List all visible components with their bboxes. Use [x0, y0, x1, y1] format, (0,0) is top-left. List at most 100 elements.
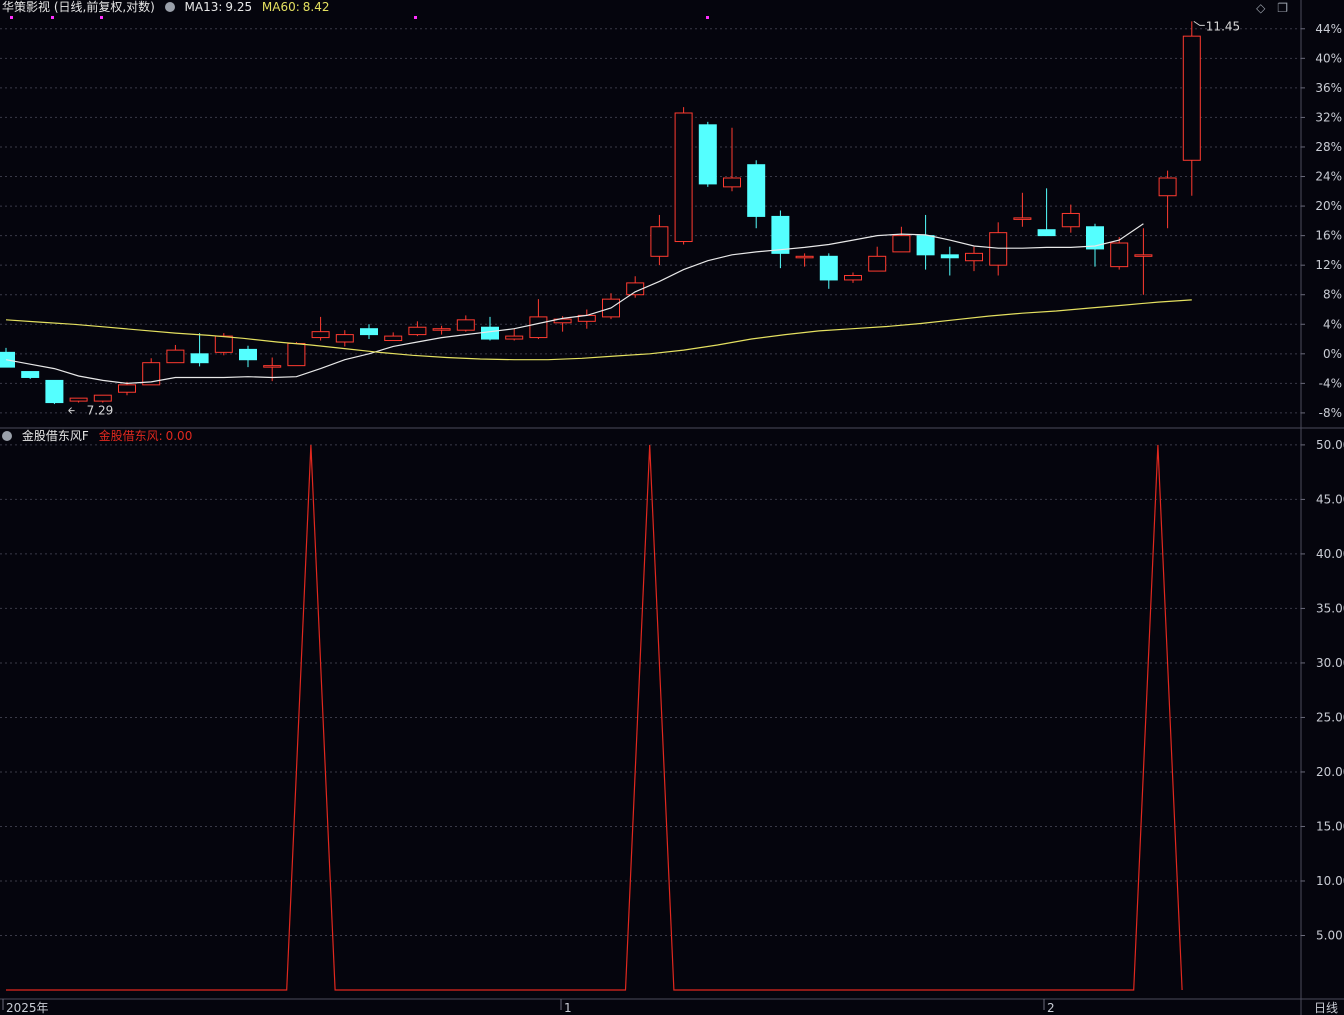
indicator-tick-label: 25.00: [1316, 710, 1344, 724]
low-marker-arrow: [68, 407, 75, 414]
indicator-tick-label: 10.00: [1316, 874, 1344, 888]
price-tick-label: 12%: [1315, 258, 1342, 272]
candle[interactable]: [1182, 35, 1201, 161]
indicator-tick-label: 35.00: [1316, 601, 1344, 615]
price-tick-label: 32%: [1315, 110, 1342, 124]
candle[interactable]: [868, 255, 887, 272]
period-label[interactable]: 日线: [1314, 1001, 1338, 1015]
candle[interactable]: [698, 124, 717, 185]
candle[interactable]: [214, 335, 233, 353]
candle[interactable]: [819, 255, 838, 281]
candle[interactable]: [239, 348, 257, 361]
candle[interactable]: [335, 334, 354, 343]
candle[interactable]: [166, 349, 185, 364]
indicator-tick-label: 45.00: [1316, 492, 1344, 506]
ma13-value: 9.25: [225, 0, 253, 14]
price-tick-label: 36%: [1315, 81, 1342, 95]
chart-mode: (日线,前复权,对数): [53, 0, 155, 14]
candle[interactable]: [311, 331, 330, 339]
candle[interactable]: [1061, 212, 1080, 228]
candle[interactable]: [505, 335, 524, 340]
restore-icon[interactable]: ❐: [1277, 1, 1288, 15]
moving-average-lines: [5, 223, 1192, 385]
candle[interactable]: [287, 342, 306, 367]
candle[interactable]: [940, 254, 959, 259]
candle[interactable]: [1013, 217, 1032, 220]
candle[interactable]: [1134, 254, 1153, 257]
candle[interactable]: [118, 384, 136, 393]
price-panel[interactable]: 11.45 7.29: [0, 19, 1240, 418]
candle[interactable]: [844, 275, 862, 281]
low-marker-label: 7.29: [87, 404, 114, 418]
candle[interactable]: [456, 319, 475, 331]
price-tick-label: 16%: [1315, 229, 1342, 243]
candle[interactable]: [481, 326, 499, 340]
price-tick-label: 0%: [1323, 347, 1342, 361]
indicator-tick-label: 40.00: [1316, 547, 1344, 561]
price-tick-label: 40%: [1315, 51, 1342, 65]
event-marker: [100, 16, 103, 19]
x-axis-label: 2025年: [6, 1001, 49, 1015]
candle[interactable]: [1110, 242, 1129, 268]
x-axis-label: 1: [564, 1001, 572, 1015]
indicator-tick-label: 15.00: [1316, 819, 1344, 833]
candle[interactable]: [626, 282, 645, 296]
indicator-name[interactable]: 金股借东风F: [21, 429, 89, 443]
candle[interactable]: [553, 318, 572, 324]
candle[interactable]: [93, 394, 112, 402]
candle[interactable]: [529, 316, 548, 339]
indicator-panel[interactable]: [6, 444, 1183, 991]
ma60-value: 8.42: [302, 0, 330, 14]
price-tick-label: 20%: [1315, 199, 1342, 213]
candle[interactable]: [360, 328, 378, 336]
indicator-tick-label: 5.00: [1316, 928, 1343, 942]
candle[interactable]: [1037, 229, 1056, 237]
indicator-series-value: 0.00: [165, 429, 193, 443]
ma13-label: MA13:: [184, 0, 223, 14]
indicator-tick-label: 20.00: [1316, 765, 1344, 779]
stock-name: 华策影视: [2, 0, 51, 14]
price-tick-label: -4%: [1319, 376, 1342, 390]
indicator-series-label: 金股借东风:: [98, 429, 163, 443]
candle[interactable]: [190, 353, 209, 364]
settings-dot-icon[interactable]: [164, 2, 175, 12]
candle[interactable]: [771, 215, 790, 254]
event-marker: [10, 16, 13, 19]
candle[interactable]: [916, 235, 935, 256]
candle[interactable]: [432, 328, 451, 331]
high-marker-arrow: [1193, 20, 1205, 26]
price-legend: 华策影视 (日线,前复权,对数) MA13: 9.25 MA60: 8.42: [2, 0, 336, 14]
ma60-label: MA60:: [261, 0, 300, 14]
candle[interactable]: [21, 371, 40, 378]
candle[interactable]: [69, 397, 88, 402]
candle[interactable]: [263, 365, 282, 368]
candle[interactable]: [408, 326, 427, 336]
window-controls: ◇ ❐: [1248, 1, 1288, 15]
candle[interactable]: [795, 255, 814, 259]
price-tick-label: 28%: [1315, 140, 1342, 154]
candle[interactable]: [747, 164, 766, 217]
price-tick-label: 24%: [1315, 170, 1342, 184]
candle[interactable]: [1086, 226, 1104, 250]
event-marker: [414, 16, 417, 19]
x-axis-label: 2: [1047, 1001, 1055, 1015]
candle[interactable]: [1158, 177, 1177, 197]
high-marker-label: 11.45: [1206, 19, 1240, 33]
candle[interactable]: [384, 335, 403, 342]
indicator-tick-label: 30.00: [1316, 656, 1344, 670]
diamond-icon[interactable]: ◇: [1256, 1, 1266, 15]
candle[interactable]: [965, 252, 983, 262]
candle[interactable]: [142, 362, 161, 386]
indicator-settings-dot-icon[interactable]: [2, 431, 12, 441]
candle[interactable]: [650, 226, 669, 257]
candle[interactable]: [892, 235, 911, 253]
candle[interactable]: [674, 112, 693, 243]
stock-title[interactable]: 华策影视 (日线,前复权,对数): [2, 0, 159, 14]
candle[interactable]: [45, 379, 64, 404]
candle[interactable]: [723, 177, 741, 188]
indicator-line: [6, 444, 1183, 991]
candle[interactable]: [989, 232, 1008, 266]
event-marker: [706, 16, 709, 19]
